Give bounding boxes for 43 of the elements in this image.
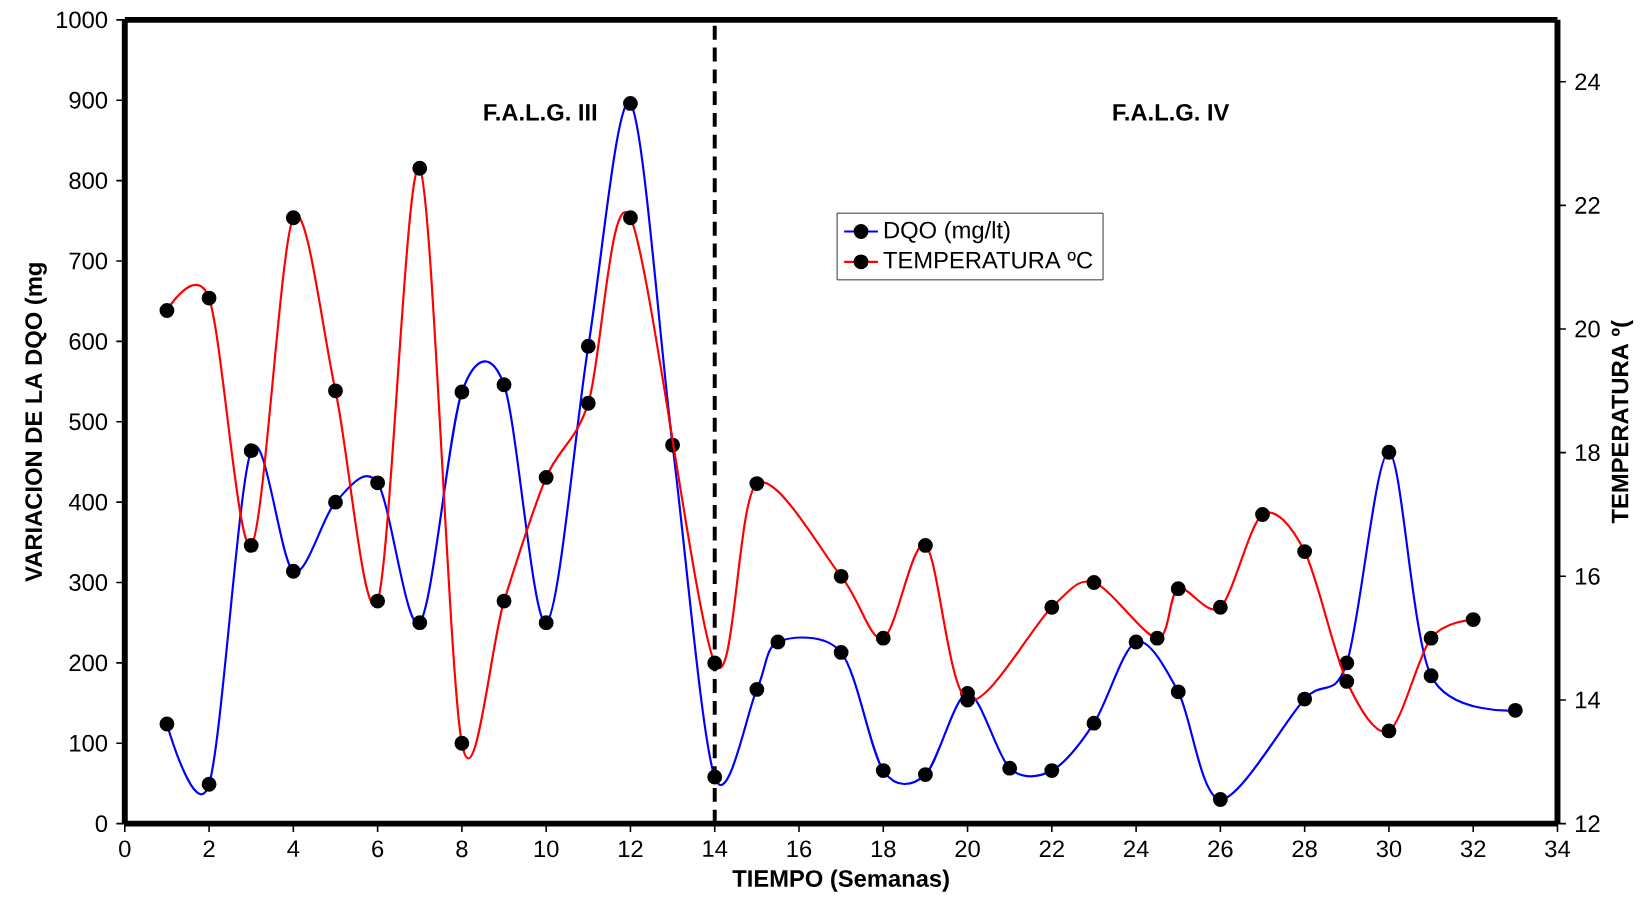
y-tick-label: 500: [69, 413, 108, 431]
x-tick-label: 22: [1039, 840, 1064, 857]
annotation: F.A.L.G. III: [484, 103, 597, 121]
y-tick-label: 700: [69, 252, 108, 270]
x-tick-label: 20: [955, 840, 980, 858]
x-tick-label: 30: [1376, 840, 1402, 858]
x-tick-label: 16: [787, 840, 812, 858]
y2-tick-label: 24: [1575, 73, 1600, 90]
y2-tick-label: 14: [1576, 691, 1600, 709]
x-tick-label: 4: [287, 840, 300, 857]
y2-tick-label: 22: [1575, 197, 1600, 214]
x-tick-label: 32: [1460, 840, 1486, 858]
y-tick-label: 200: [69, 654, 108, 672]
y-tick-label: 1000: [56, 11, 108, 29]
x-tick-label: 10: [534, 840, 559, 858]
y-tick-label: 600: [69, 332, 108, 350]
legend-label: DQO (mg/lt): [884, 221, 1010, 244]
y2-tick-label: 20: [1575, 320, 1600, 338]
y2-axis-title: TEMPERATURA º(: [1610, 320, 1634, 524]
y-tick-label: 400: [68, 493, 108, 511]
x-tick-label: 0: [119, 840, 131, 858]
x-tick-label: 8: [456, 840, 468, 858]
y-tick-label: 0: [95, 815, 108, 832]
x-tick-label: 26: [1208, 840, 1233, 858]
y-tick-label: 100: [70, 734, 108, 752]
x-tick-label: 14: [703, 840, 728, 857]
y2-tick-label: 12: [1576, 815, 1600, 832]
x-tick-label: 24: [1124, 840, 1149, 857]
y-tick-label: 900: [69, 91, 108, 109]
y-tick-label: 800: [69, 172, 108, 189]
x-tick-label: 18: [871, 840, 896, 858]
y-tick-label: 300: [69, 574, 108, 591]
legend-label: TEMPERATURA ºC: [883, 251, 1093, 269]
annotation: F.A.L.G. IV: [1113, 103, 1230, 121]
y-axis-title: VARIACION DE LA DQO (mg: [24, 263, 47, 582]
x-tick-label: 6: [372, 840, 384, 858]
x-axis-title: TIEMPO (Semanas): [732, 869, 949, 892]
x-tick-label: 28: [1292, 840, 1317, 858]
x-tick-label: 34: [1545, 840, 1570, 858]
y2-tick-label: 16: [1576, 567, 1600, 585]
x-tick-label: 12: [619, 840, 643, 857]
x-tick-label: 2: [203, 840, 215, 857]
y2-tick-label: 18: [1576, 444, 1600, 462]
